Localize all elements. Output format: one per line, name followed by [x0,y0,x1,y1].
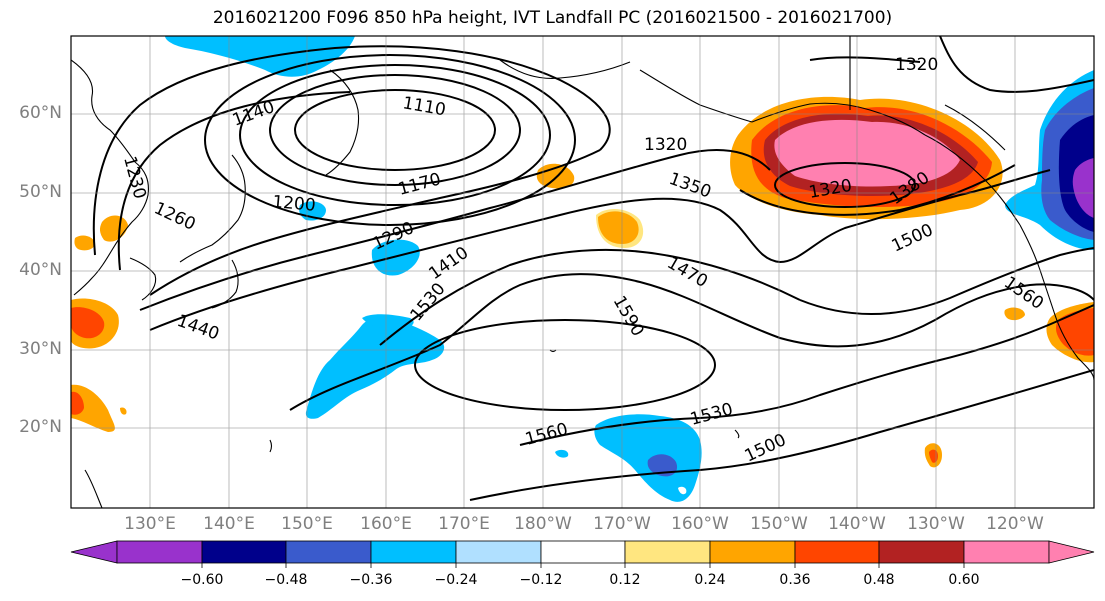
lat-label-50n: 50°N [19,182,62,202]
colorbar-tick-label: −0.60 [180,572,224,588]
plot-title: 2016021200 F096 850 hPa height, IVT Land… [212,8,893,28]
lon-label-150e: 150°E [281,514,333,534]
lon-label-170e: 170°E [438,514,490,534]
colorbar-extend-low [70,540,118,564]
colorbar-tick-label: 0.24 [694,572,726,588]
colorbar-bin-3 [285,540,372,564]
colorbar-bin-4 [370,540,457,564]
pos-anomaly-pink [774,119,960,187]
contour-label-1200: 1200 [272,192,317,216]
ivt-shading [71,36,1094,502]
colorbar-bin-11 [963,540,1050,564]
lat-label-40n: 40°N [19,260,62,280]
colorbar-tick-label: −0.48 [264,572,308,588]
colorbar-bin-6 [540,540,626,564]
lon-label-160w: 160°W [671,514,729,534]
lon-label-170w: 170°W [593,514,651,534]
colorbar-bin-9 [794,540,880,564]
lon-label-180w: 180°W [514,514,572,534]
height-contours [92,36,1094,501]
lon-label-120w: 120°W [986,514,1044,534]
colorbar-bin-2 [201,540,287,564]
lon-label-140e: 140°E [203,514,255,534]
colorbar-bin-5 [455,540,542,564]
colorbar-tick-label: 0.48 [863,572,895,588]
colorbar-tick-label: 0.60 [948,572,980,588]
plot-border [70,35,1095,509]
contour-label-1320-a: 1320 [644,135,687,155]
lat-label-60n: 60°N [19,103,62,123]
plot-area [71,36,1094,508]
lon-label-140w: 140°W [828,514,886,534]
colorbar-bin-8 [709,540,796,564]
contour-label-1320-c: 1320 [895,55,938,75]
colorbar-tick-label: −0.36 [349,572,393,588]
lat-label-20n: 20°N [19,417,62,437]
colorbar-tick-label: −0.24 [434,572,478,588]
colorbar-tick-label: −0.12 [519,572,563,588]
lon-label-130e: 130°E [124,514,176,534]
lon-label-150w: 150°W [750,514,808,534]
colorbar-tick-label: 0.36 [779,572,811,588]
colorbar-bin-1 [116,540,203,564]
colorbar [70,540,1095,568]
colorbar-extend-high [1048,540,1095,564]
lon-label-130w: 130°W [907,514,965,534]
colorbar-bin-7 [624,540,711,564]
lon-label-160e: 160°E [360,514,412,534]
colorbar-bin-10 [878,540,965,564]
lat-label-30n: 30°N [19,339,62,359]
graticule [71,36,1094,508]
colorbar-tick-label: 0.12 [609,572,641,588]
